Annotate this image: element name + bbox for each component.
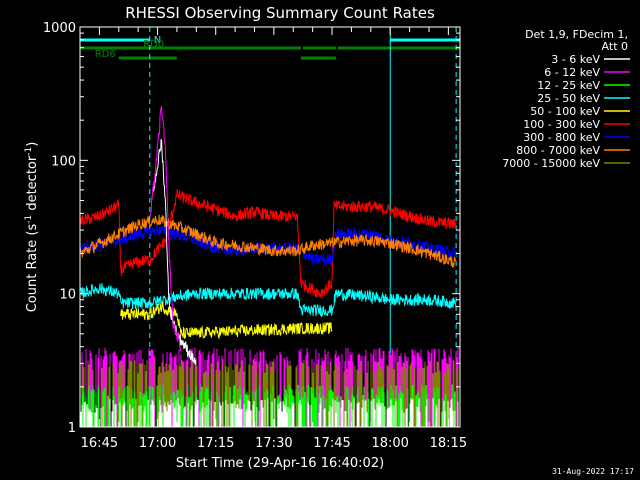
y-axis-label: Count Rate (s-1 detector-1) (24, 142, 40, 313)
y-axis-label-sup: -1 (24, 147, 34, 156)
flag-label: RD6 (95, 49, 116, 60)
x-axis-label: Start Time (29-Apr-16 16:40:02) (176, 456, 384, 471)
legend-entry: 3 - 6 keV (551, 53, 630, 66)
legend-label: 100 - 300 keV (523, 118, 600, 131)
noise-floor-layer (80, 347, 459, 427)
y-tick-label: 10 (59, 288, 76, 303)
x-tick-label: 16:45 (81, 436, 118, 451)
legend-entry: 7000 - 15000 keV (502, 157, 630, 170)
y-axis: 1 10 100 1000 (43, 21, 460, 436)
legend-entry: 25 - 50 keV (537, 92, 630, 105)
y-tick-label: 1000 (43, 21, 76, 36)
legend-entry: 12 - 25 keV (537, 79, 630, 92)
series-line (79, 214, 457, 268)
legend-entry: 300 - 800 keV (523, 131, 630, 144)
legend-entry: 800 - 7000 keV (516, 144, 630, 157)
x-tick-label: 17:45 (313, 436, 350, 451)
y-axis-label-sup: -1 (24, 215, 34, 224)
flag-label: N (154, 35, 161, 46)
series-line (120, 302, 333, 340)
noise-floor-series (80, 398, 459, 427)
legend-header: Att 0 (602, 40, 628, 53)
x-axis: 16:45 17:00 17:15 17:30 17:45 18:00 18:15 (79, 27, 467, 451)
x-tick-label: 17:15 (197, 436, 234, 451)
y-axis-label-part: ) (25, 142, 40, 147)
legend-label: 7000 - 15000 keV (502, 157, 600, 170)
chart-title: RHESSI Observing Summary Count Rates (125, 4, 435, 22)
series-layer (79, 106, 457, 365)
y-axis-label-part: detector (25, 155, 40, 215)
y-tick-label: 100 (51, 154, 76, 169)
legend-entry: 100 - 300 keV (523, 118, 630, 131)
x-tick-label: 18:00 (371, 436, 408, 451)
legend-entry: 50 - 100 keV (530, 105, 630, 118)
legend-label: 25 - 50 keV (537, 92, 600, 105)
legend-entry: 6 - 12 keV (544, 66, 630, 79)
y-axis-label-part: Count Rate (s (25, 224, 40, 313)
legend-header: Det 1,9, FDecim 1, (525, 28, 628, 41)
legend-label: 300 - 800 keV (523, 131, 600, 144)
plot-frame (79, 26, 461, 428)
legend-label: 3 - 6 keV (551, 53, 600, 66)
series-line (79, 283, 457, 318)
x-tick-label: 17:00 (139, 436, 176, 451)
legend-label: 800 - 7000 keV (516, 144, 600, 157)
legend-label: 50 - 100 keV (530, 105, 600, 118)
y-tick-label: 1 (68, 421, 76, 436)
timestamp: 31-Aug-2022 17:17 (552, 467, 634, 476)
legend-label: 12 - 25 keV (537, 79, 600, 92)
series-line (79, 189, 457, 299)
legend-label: 6 - 12 keV (544, 66, 600, 79)
x-tick-label: 17:30 (255, 436, 292, 451)
x-tick-label: 18:15 (430, 436, 467, 451)
flag-label: RD0 (143, 39, 164, 50)
series-line (149, 106, 181, 352)
